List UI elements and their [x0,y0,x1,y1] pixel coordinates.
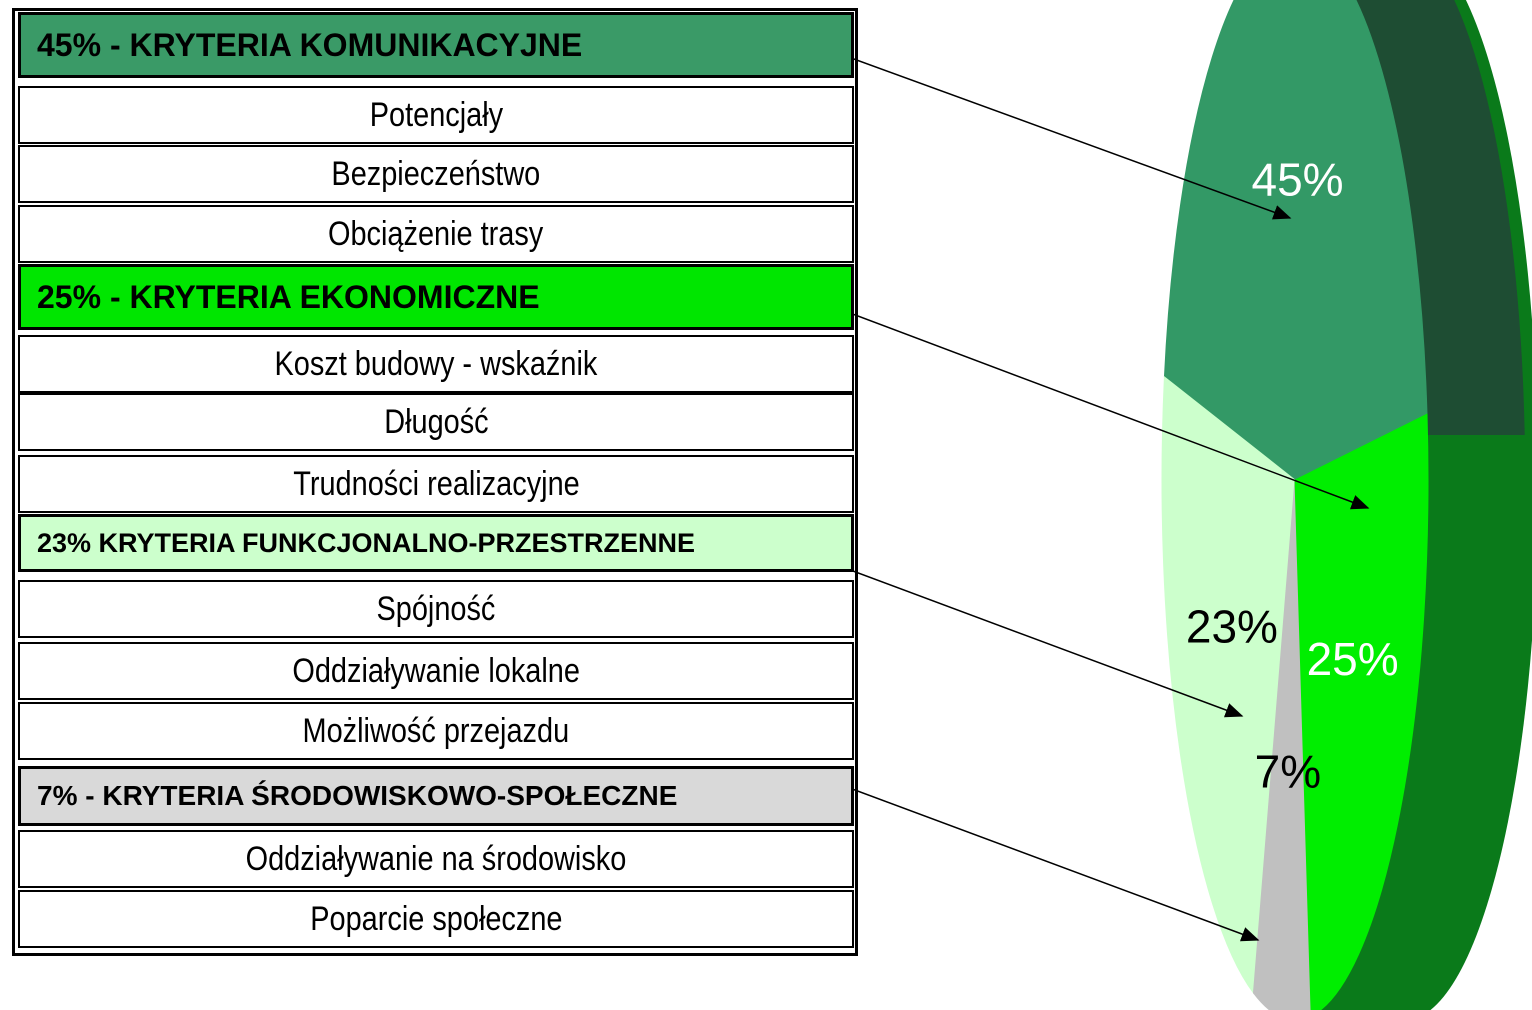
group-header: 45% - KRYTERIA KOMUNIKACYJNE [18,12,854,78]
criterion-row: Bezpieczeństwo [18,145,854,203]
table-frame [12,8,858,956]
criterion-row: Koszt budowy - wskaźnik [18,335,854,393]
criterion-row: Oddziaływanie lokalne [18,642,854,700]
criterion: Długość [383,402,489,441]
criterion-row: Spójność [18,580,854,638]
connector-arrow [827,779,1260,942]
criterion: Koszt budowy - wskaźnik [274,344,598,383]
criterion-row: Potencjały [18,86,854,144]
criterion: Spójność [376,589,496,628]
group-header: 23% KRYTERIA FUNKCJONALNO-PRZESTRZENNE [18,514,854,572]
connector-arrow [809,297,1370,510]
pie-label: 25% [1307,633,1399,685]
criterion-row: Trudności realizacyjne [18,455,854,513]
criterion: Oddziaływanie lokalne [292,651,580,690]
pie-label: 23% [1186,600,1278,652]
connector-arrow [809,42,1292,220]
pie-slice [1163,0,1428,481]
pie-label: 7% [1255,746,1321,798]
criterion-row: Poparcie społeczne [18,890,854,948]
criterion-row: Oddziaływanie na środowisko [18,830,854,888]
criterion-row: Długość [18,393,854,451]
pie-slice [1161,375,1296,995]
criterion: Poparcie społeczne [309,899,563,938]
connector-arrow [809,554,1244,718]
group-header: 25% - KRYTERIA EKONOMICZNE [18,264,854,330]
criterion: Oddziaływanie na środowisko [245,839,627,878]
group-header: 7% - KRYTERIA ŚRODOWISKOWO-SPOŁECZNE [18,766,854,826]
pie-label: 45% [1252,153,1344,205]
criterion-row: Obciążenie trasy [18,205,854,263]
criterion: Bezpieczeństwo [331,154,541,193]
criterion: Obciążenie trasy [328,214,544,253]
pie-slice [1252,479,1312,1010]
criterion: Możliwość przejazdu [302,711,570,750]
criterion-row: Możliwość przejazdu [18,702,854,760]
criterion: Trudności realizacyjne [292,464,580,503]
criterion: Potencjały [369,95,503,134]
pie-slice [1294,413,1429,1010]
